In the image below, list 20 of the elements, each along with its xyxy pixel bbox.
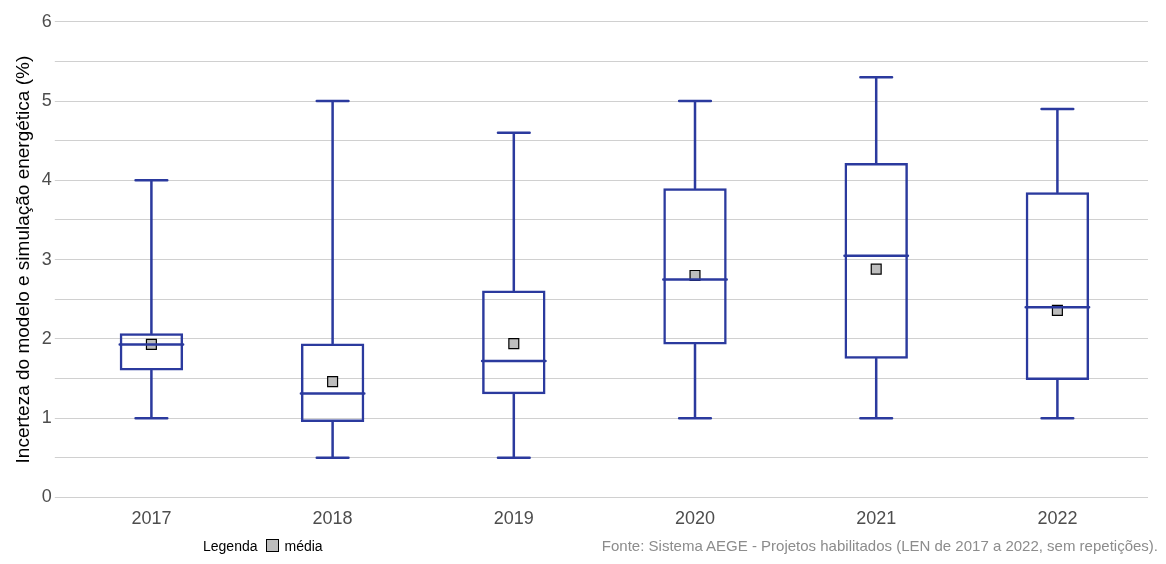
x-tick-label: 2018	[312, 508, 353, 529]
y-tick-label: 2	[41, 327, 52, 348]
source-note: Fonte: Sistema AEGE - Projetos habilitados (LEN de 2017 a 2022, sem repetições).	[601, 537, 1158, 554]
x-tick-label: 2022	[1037, 508, 1078, 529]
y-axis-title: Incerteza do modelo e simulação energética (%)	[11, 55, 33, 464]
y-tick-label: 1	[41, 407, 52, 428]
point	[508, 338, 520, 350]
y-tick-label: 0	[41, 486, 52, 507]
x-tick-label: 2020	[674, 508, 716, 529]
x-tick-label: 2017	[131, 508, 172, 529]
legend-label: média	[284, 537, 323, 554]
x-tick-label: 2019	[493, 508, 534, 529]
x-tick-label: 2021	[856, 508, 897, 529]
point	[870, 263, 882, 275]
legend-title: Legenda	[203, 537, 258, 554]
y-tick-label: 4	[41, 169, 52, 190]
point	[327, 376, 339, 388]
y-tick-label: 3	[41, 248, 52, 269]
y-tick-label: 6	[41, 10, 52, 31]
y-tick-label: 5	[41, 90, 52, 111]
